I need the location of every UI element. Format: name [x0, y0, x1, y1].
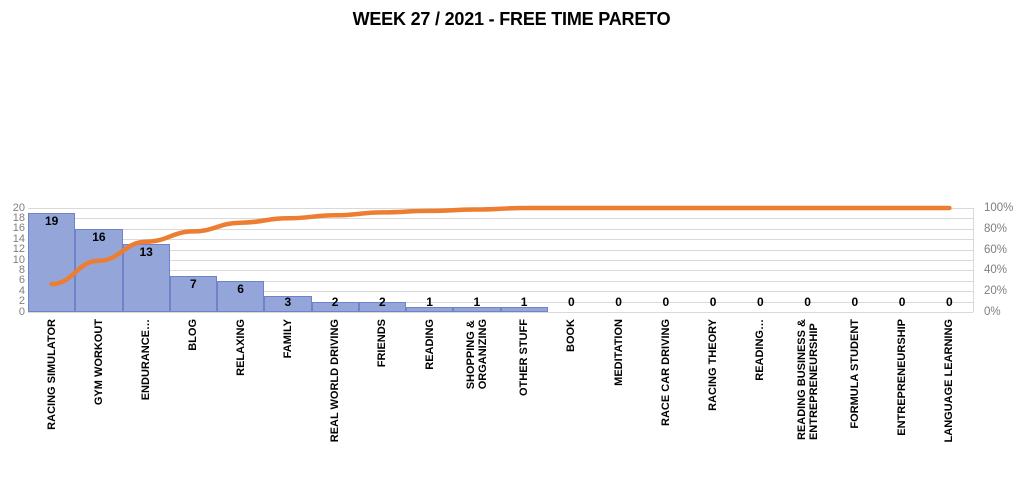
x-axis-label: FORMULA STUDENT: [831, 319, 878, 477]
x-axis-label-text: RELAXING: [234, 319, 247, 376]
y-axis-tick: 10: [12, 253, 25, 266]
bar-value-label: 13: [139, 245, 153, 260]
gridline: [28, 291, 973, 293]
x-axis-label: RACE CAR DRIVING: [642, 319, 689, 477]
x-axis-label: READING: [406, 319, 453, 477]
pct-axis-tick: 0%: [984, 306, 1001, 318]
bar-value-label: 6: [237, 281, 244, 296]
x-axis-label-text: LANGUAGE LEARNING: [943, 319, 956, 443]
bar-value-label: 1: [473, 295, 481, 309]
chart-title: WEEK 27 / 2021 - FREE TIME PARETO: [352, 9, 671, 29]
y-axis-tick: 18: [12, 211, 25, 224]
x-axis-label-text: OTHER STUFF: [518, 319, 531, 396]
x-axis-label: READING BUSINESS & ENTREPRENEURSHIP: [784, 319, 831, 477]
x-axis-label: OTHER STUFF: [501, 319, 548, 477]
bar-value-label: 0: [898, 295, 906, 309]
gridline: [28, 270, 973, 272]
y-axis-tick: 2: [18, 295, 25, 308]
bar-8: [406, 306, 454, 312]
pct-axis-tick: 100%: [984, 202, 1014, 214]
x-axis-label-text: BOOK: [565, 319, 578, 352]
pct-axis-tick: 60%: [984, 243, 1008, 256]
x-axis-label-text: ENTREPRENEURSHIP: [896, 319, 909, 436]
x-axis-label-text: ENDURANCE…: [140, 319, 153, 401]
x-axis-label: READING…: [737, 319, 784, 477]
bar-value-label: 7: [190, 276, 197, 291]
bar-value-label: 0: [615, 295, 622, 309]
x-axis-label-text: RACE CAR DRIVING: [659, 319, 672, 426]
bar-6: [311, 301, 359, 312]
x-axis-label-text: REAL WORLD DRIVING: [329, 319, 342, 443]
y-axis-tick: 4: [18, 284, 25, 297]
bar-value-label: 0: [709, 295, 717, 309]
bar-value-label: 1: [520, 295, 528, 309]
y-axis-tick: 16: [12, 222, 25, 235]
cumulative-line-path: [49, 205, 952, 287]
x-axis-label: RACING SIMULATOR: [28, 319, 75, 477]
x-axis-label-text: RACING SIMULATOR: [45, 319, 58, 430]
x-axis-label: RELAXING: [217, 319, 264, 477]
x-axis-label-text: FAMILY: [281, 319, 294, 359]
bar-value-label: 0: [804, 295, 811, 309]
gridline: [28, 312, 973, 313]
bar-value-label: 0: [757, 295, 764, 309]
x-axis-label-text: SHOPPING & ORGANIZING: [464, 319, 489, 390]
x-axis-label: FAMILY: [264, 319, 311, 477]
x-axis-label: ENDURANCE…: [123, 319, 170, 477]
x-axis-label: LANGUAGE LEARNING: [926, 319, 973, 477]
gridline: [28, 301, 973, 303]
x-axis-label: BOOK: [548, 319, 595, 477]
x-axis-label: RACING THEORY: [690, 319, 737, 477]
pct-axis-tick: 40%: [984, 264, 1008, 277]
x-axis-label: BLOG: [170, 319, 217, 477]
x-axis-label-text: RACING THEORY: [707, 319, 720, 411]
x-axis-label-text: FRIENDS: [376, 319, 389, 368]
x-axis-label: GYM WORKOUT: [75, 319, 122, 477]
x-axis-label: MEDITATION: [595, 319, 642, 477]
x-axis-label-text: READING…: [754, 319, 767, 381]
y-axis-tick: 20: [12, 201, 25, 214]
x-axis-label-text: BLOG: [187, 319, 200, 351]
pct-axis-tick: 20%: [984, 285, 1008, 298]
bar-7: [358, 301, 406, 312]
bar-value-label: 16: [92, 229, 106, 244]
gridline: [28, 208, 973, 209]
x-axis-label-text: MEDITATION: [612, 319, 625, 386]
bar-value-label: 0: [568, 295, 575, 309]
y-axis-tick: 6: [18, 274, 25, 287]
bar-value-label: 19: [44, 214, 59, 229]
x-axis-label: SHOPPING & ORGANIZING: [453, 319, 500, 477]
bar-value-label: 3: [284, 295, 292, 309]
gridline: [28, 218, 973, 220]
x-axis-label-text: GYM WORKOUT: [92, 319, 105, 406]
bar-10: [500, 306, 548, 312]
y-axis-tick: 14: [12, 232, 25, 245]
x-axis-label: ENTREPRENEURSHIP: [879, 319, 926, 477]
x-axis-label-text: READING BUSINESS & ENTREPRENEURSHIP: [795, 319, 820, 441]
bar-value-label: 2: [331, 295, 339, 309]
x-axis-label: FRIENDS: [359, 319, 406, 477]
y-axis-tick: 0: [18, 305, 25, 318]
bar-5: [264, 296, 312, 312]
x-axis-label-text: FORMULA STUDENT: [848, 319, 861, 429]
bar-value-label: 0: [946, 295, 953, 309]
bar-value-label: 1: [426, 295, 433, 309]
plot-right-border: [973, 208, 974, 312]
bar-value-label: 2: [379, 295, 386, 309]
y-axis-tick: 8: [18, 263, 25, 276]
x-axis-label-text: READING: [423, 319, 436, 370]
gridline: [28, 239, 973, 241]
y-axis-tick: 12: [12, 243, 25, 256]
gridline: [28, 228, 973, 230]
x-axis-label: REAL WORLD DRIVING: [312, 319, 359, 477]
gridline: [28, 249, 973, 251]
pct-axis-tick: 80%: [984, 222, 1008, 235]
bar-9: [453, 306, 501, 312]
bar-value-label: 0: [662, 295, 670, 309]
bar-value-label: 0: [851, 295, 859, 309]
gridline: [28, 260, 973, 261]
